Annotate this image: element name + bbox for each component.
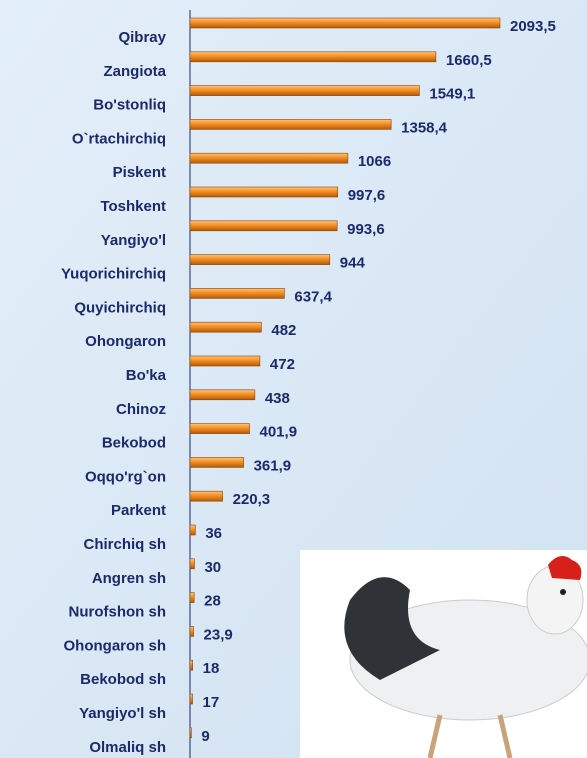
data-label: 637,4 (294, 288, 332, 305)
data-label: 944 (340, 255, 366, 272)
category-label: Qibray (118, 29, 166, 46)
bar (189, 490, 223, 502)
data-label: 2093,5 (510, 18, 556, 35)
category-label: Chirchiq sh (83, 536, 166, 553)
category-label: Piskent (113, 164, 166, 181)
data-label: 1549,1 (429, 86, 475, 103)
bar (189, 119, 392, 130)
category-label: Yangiyo'l sh (79, 705, 166, 722)
bar (189, 51, 437, 63)
category-label: Parkent (111, 502, 166, 519)
bar (189, 355, 261, 367)
category-label: Oqqo'rg`on (85, 468, 166, 485)
bar (189, 17, 501, 29)
bar (189, 152, 349, 164)
bar (189, 389, 256, 401)
data-label: 997,6 (348, 187, 386, 204)
bar (189, 423, 250, 434)
category-label: Yangiyo'l (101, 232, 166, 249)
bar (189, 558, 195, 570)
bar (189, 220, 338, 232)
data-label: 482 (271, 322, 296, 339)
category-label: Chinoz (116, 401, 166, 418)
data-label: 438 (265, 390, 290, 407)
category-label: Quyichirchiq (74, 299, 166, 316)
data-label: 28 (204, 593, 221, 610)
category-label: Bekobod sh (80, 671, 166, 688)
bar (189, 659, 193, 671)
data-label: 1358,4 (401, 119, 448, 136)
data-label: 1660,5 (446, 52, 492, 69)
bar (189, 85, 420, 96)
category-label: Ohongaron (85, 333, 166, 350)
category-label: Bo'ka (126, 367, 167, 384)
bar (189, 288, 285, 299)
hen-picture (300, 550, 587, 758)
data-label: 9 (201, 728, 209, 745)
category-label: Ohongaron sh (64, 637, 167, 654)
bar (189, 186, 339, 198)
data-label: 220,3 (233, 491, 271, 508)
category-label: Bekobod (102, 435, 166, 452)
bar (189, 693, 193, 705)
bar (189, 626, 194, 637)
data-label: 1066 (358, 153, 391, 170)
category-label: Nurofshon sh (69, 604, 167, 621)
data-label: 36 (205, 525, 222, 542)
category-label: Bo'stonliq (93, 97, 166, 114)
data-label: 472 (270, 356, 295, 373)
bar (189, 592, 195, 603)
category-label: Olmaliq sh (89, 739, 166, 756)
data-label: 361,9 (254, 457, 292, 474)
data-label: 23,9 (204, 626, 233, 643)
data-label: 18 (203, 660, 220, 677)
data-label: 401,9 (260, 424, 298, 441)
bar (189, 457, 244, 468)
data-label: 30 (204, 559, 221, 576)
data-label: 993,6 (347, 221, 385, 238)
category-label: Zangiota (104, 63, 167, 80)
bar (189, 727, 192, 739)
data-label: 17 (203, 694, 220, 711)
bar (189, 321, 262, 333)
bar (189, 524, 196, 536)
bar (189, 254, 331, 265)
category-label: Yuqorichirchiq (61, 266, 166, 283)
category-label: Angren sh (92, 570, 166, 587)
category-label: Toshkent (100, 198, 166, 215)
category-label: O`rtachirchiq (72, 130, 166, 147)
